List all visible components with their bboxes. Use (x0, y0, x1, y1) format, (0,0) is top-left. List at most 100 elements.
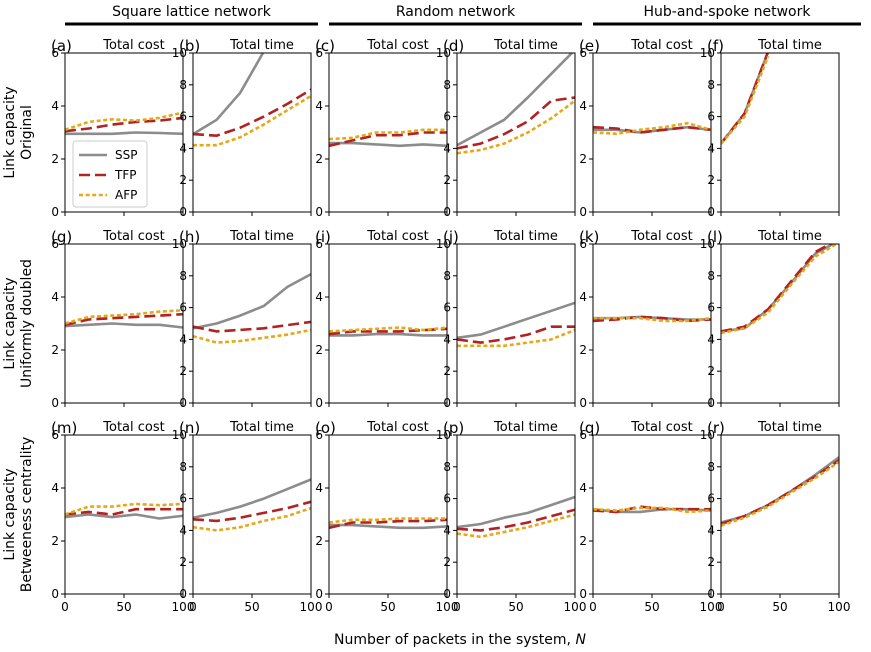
series-group (593, 315, 711, 323)
series-line-ssp (457, 53, 574, 147)
series-line-afp (65, 309, 183, 325)
panel-label: (g) (51, 228, 72, 246)
y-tick-label: 2 (707, 555, 715, 569)
plot-frame (592, 434, 712, 595)
panel: 0 2 4 6 8 10(b) Total time (172, 37, 312, 219)
panel: 0 2 4 6 8 10(h) Total time (172, 228, 312, 410)
y-tick-label: 0 (579, 396, 587, 410)
panel-label: (a) (51, 37, 72, 55)
x-tick-label: 100 (828, 600, 851, 614)
y-tick-label: 0 (315, 205, 323, 219)
y-tick-label: 2 (579, 343, 587, 357)
y-tick-label: 2 (51, 534, 59, 548)
row-label: Link capacity Uniformly doubled (2, 259, 35, 388)
y-tick-label: 2 (707, 173, 715, 187)
series-line-afp (721, 244, 839, 335)
y-tick-label: 6 (179, 110, 187, 124)
series-line-tfp (457, 325, 575, 344)
y-tick-label: 0 (315, 587, 323, 601)
series-line-tfp (721, 53, 769, 145)
y-tick-label: 4 (579, 99, 587, 113)
series-line-afp (721, 460, 839, 527)
plot-frame (720, 434, 840, 595)
x-tick-label: 0 (325, 600, 333, 614)
y-tick-label: 8 (443, 78, 451, 92)
series-line-tfp (593, 315, 711, 323)
y-tick-label: 4 (315, 290, 323, 304)
panel-label: (e) (579, 37, 600, 55)
panel: 0 2 4 6 8 10(d) Total time (436, 37, 576, 219)
y-tick-label: 2 (443, 555, 451, 569)
series-line-ssp (193, 478, 311, 519)
series-line-tfp (457, 96, 575, 150)
series-line-afp (457, 328, 575, 348)
y-tick-label: 10 (700, 428, 715, 442)
series-group (721, 456, 839, 527)
panel-title: Total cost (102, 38, 164, 53)
y-tick-label: 6 (179, 492, 187, 506)
column-header: Random network (396, 4, 516, 20)
series-line-afp (593, 121, 711, 136)
y-tick-label: 2 (315, 152, 323, 166)
y-tick-label: 6 (443, 492, 451, 506)
series-line-tfp (65, 507, 183, 516)
y-tick-label: 0 (443, 396, 451, 410)
y-tick-label: 4 (51, 99, 59, 113)
x-tick-label: 100 (172, 600, 195, 614)
x-tick-label: 100 (436, 600, 459, 614)
y-tick-label: 6 (443, 301, 451, 315)
row-label-line: Original (19, 105, 35, 160)
y-tick-label: 6 (579, 428, 587, 442)
series-line-tfp (329, 518, 447, 530)
column-header: Square lattice network (112, 4, 272, 20)
y-tick-label: 8 (707, 269, 715, 283)
y-tick-label: 10 (172, 237, 187, 251)
series-line-tfp (721, 244, 833, 333)
series-line-tfp (193, 320, 311, 333)
series-line-afp (457, 513, 575, 539)
y-tick-label: 4 (443, 141, 451, 155)
row-label: Link capacity Betweeness centrality (2, 437, 35, 592)
legend-label: SSP (115, 148, 137, 162)
series-line-tfp (329, 131, 447, 148)
panel-title: Total time (493, 38, 558, 53)
series-line-tfp (593, 125, 711, 134)
y-tick-label: 4 (579, 481, 587, 495)
series-group (457, 301, 575, 348)
panel: 0 2 4 6 8 10(j) Total time (436, 228, 576, 410)
column-headers: Square lattice network Random network Hub-… (65, 4, 861, 26)
y-tick-label: 0 (707, 396, 715, 410)
y-tick-label: 4 (443, 523, 451, 537)
y-tick-label: 2 (51, 343, 59, 357)
panel-title: Total time (229, 229, 294, 244)
y-tick-label: 8 (179, 460, 187, 474)
y-tick-label: 6 (51, 237, 59, 251)
series-line-ssp (329, 332, 447, 337)
x-tick-label: 50 (508, 600, 523, 614)
y-tick-label: 6 (51, 428, 59, 442)
y-tick-label: 0 (315, 396, 323, 410)
y-tick-label: 0 (579, 587, 587, 601)
panel: 0 2 4 6 8 10(f) Total time (700, 37, 840, 219)
series-line-afp (193, 328, 311, 344)
panel-label: (n) (179, 419, 200, 437)
y-tick-label: 4 (707, 523, 715, 537)
y-tick-label: 4 (51, 290, 59, 304)
y-tick-label: 10 (436, 46, 451, 60)
panel-title: Total time (229, 420, 294, 435)
panel-label: (p) (443, 419, 464, 437)
panel-title: Total cost (366, 229, 428, 244)
series-line-tfp (193, 500, 311, 523)
y-tick-label: 10 (700, 237, 715, 251)
row-label: Link capacity Original (2, 86, 35, 178)
y-tick-label: 4 (179, 523, 187, 537)
series-group (193, 273, 311, 344)
panel-label: (i) (315, 228, 331, 246)
y-tick-label: 2 (707, 364, 715, 378)
y-tick-label: 2 (315, 343, 323, 357)
panel-title: Total time (493, 420, 558, 435)
